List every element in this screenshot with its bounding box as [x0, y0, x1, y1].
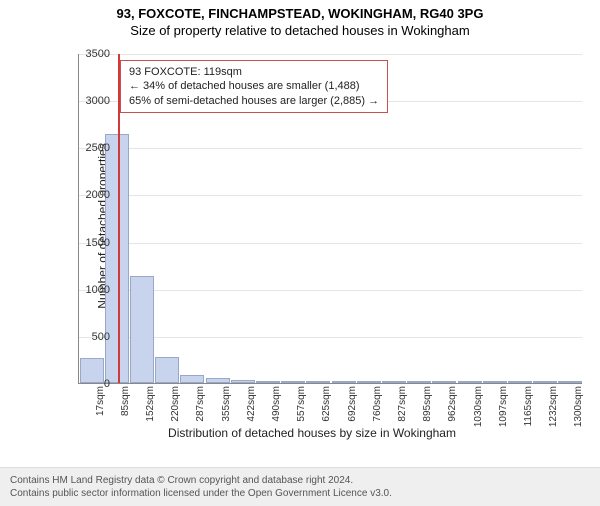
histogram-bar	[458, 381, 482, 383]
page-subtitle: Size of property relative to detached ho…	[0, 23, 600, 38]
histogram-bar	[558, 381, 582, 383]
ytick-label: 1000	[70, 284, 110, 296]
annotation-box: 93 FOXCOTE: 119sqm ← 34% of detached hou…	[120, 60, 388, 113]
histogram-bar	[332, 381, 356, 383]
histogram-bar	[357, 381, 381, 383]
gridline	[79, 337, 582, 338]
footer-line1: Contains HM Land Registry data © Crown c…	[10, 474, 590, 487]
histogram-bar	[533, 381, 557, 383]
histogram-bar	[256, 381, 280, 383]
histogram-bar	[382, 381, 406, 383]
histogram-bar	[432, 381, 456, 383]
annotation-line1: 93 FOXCOTE: 119sqm	[129, 65, 379, 79]
ytick-label: 3500	[70, 48, 110, 60]
histogram-bar	[306, 381, 330, 383]
gridline	[79, 290, 582, 291]
gridline	[79, 148, 582, 149]
footer-line2: Contains public sector information licen…	[10, 487, 590, 500]
histogram-bar	[483, 381, 507, 383]
histogram-bar	[180, 375, 204, 383]
histogram-bar	[231, 380, 255, 383]
ytick-label: 3000	[70, 95, 110, 107]
footer-attribution: Contains HM Land Registry data © Crown c…	[0, 467, 600, 506]
histogram-chart: Number of detached properties 0500100015…	[42, 54, 582, 434]
ytick-label: 500	[70, 331, 110, 343]
histogram-bar	[105, 134, 129, 383]
histogram-bar	[281, 381, 305, 383]
ytick-label: 2000	[70, 189, 110, 201]
gridline	[79, 54, 582, 55]
histogram-bar	[508, 381, 532, 383]
ytick-label: 1500	[70, 237, 110, 249]
histogram-bar	[155, 357, 179, 383]
page-title: 93, FOXCOTE, FINCHAMPSTEAD, WOKINGHAM, R…	[0, 6, 600, 21]
histogram-bar	[407, 381, 431, 383]
ytick-label: 2500	[70, 142, 110, 154]
histogram-bar	[206, 378, 230, 383]
histogram-bar	[130, 276, 154, 383]
annotation-line3: 65% of semi-detached houses are larger (…	[129, 94, 379, 108]
gridline	[79, 243, 582, 244]
x-axis-label: Distribution of detached houses by size …	[42, 426, 582, 440]
annotation-line2: ← 34% of detached houses are smaller (1,…	[129, 79, 379, 93]
gridline	[79, 195, 582, 196]
